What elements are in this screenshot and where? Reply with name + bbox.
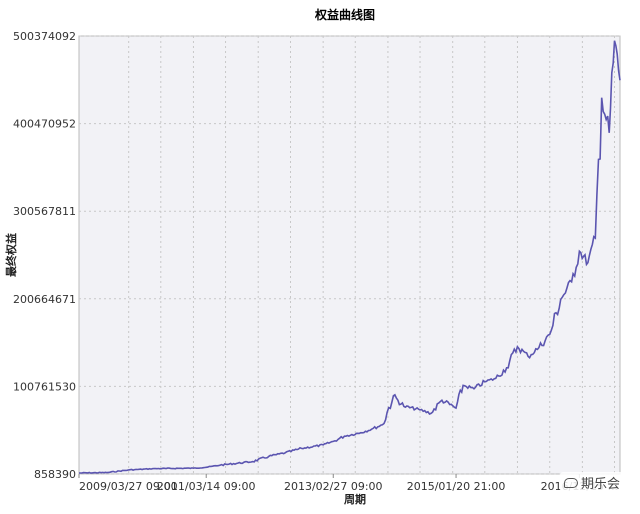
y-tick-label: 300567811 [13, 205, 76, 218]
y-tick-label: 400470952 [13, 118, 76, 131]
y-tick-label: 200664671 [13, 293, 76, 306]
chart-title: 权益曲线图 [314, 7, 375, 22]
y-tick-label: 100761530 [13, 380, 76, 393]
x-tick-label: 2015/01/20 21:00 [407, 480, 506, 493]
y-axis-label: 最终权益 [4, 233, 18, 277]
y-axis-ticks: 858390 100761530 200664671 300567811 4004709… [13, 30, 76, 481]
grid-lines [79, 35, 620, 475]
chat-bubble-icon [563, 477, 578, 488]
x-tick-label: 2009/03/27 09:00 [79, 480, 178, 493]
x-tick-label: 2011/03/14 09:00 [157, 480, 256, 493]
x-tick-label: 2013/02/27 09:00 [284, 480, 383, 493]
y-tick-label: 858390 [34, 468, 76, 481]
plot-area [78, 35, 621, 475]
equity-series-line [79, 40, 621, 474]
watermark-text: 期乐会 [580, 477, 620, 492]
watermark: 期乐会 [559, 472, 624, 493]
y-tick-label: 500374092 [13, 30, 76, 43]
x-axis-label: 周期 [344, 492, 366, 506]
